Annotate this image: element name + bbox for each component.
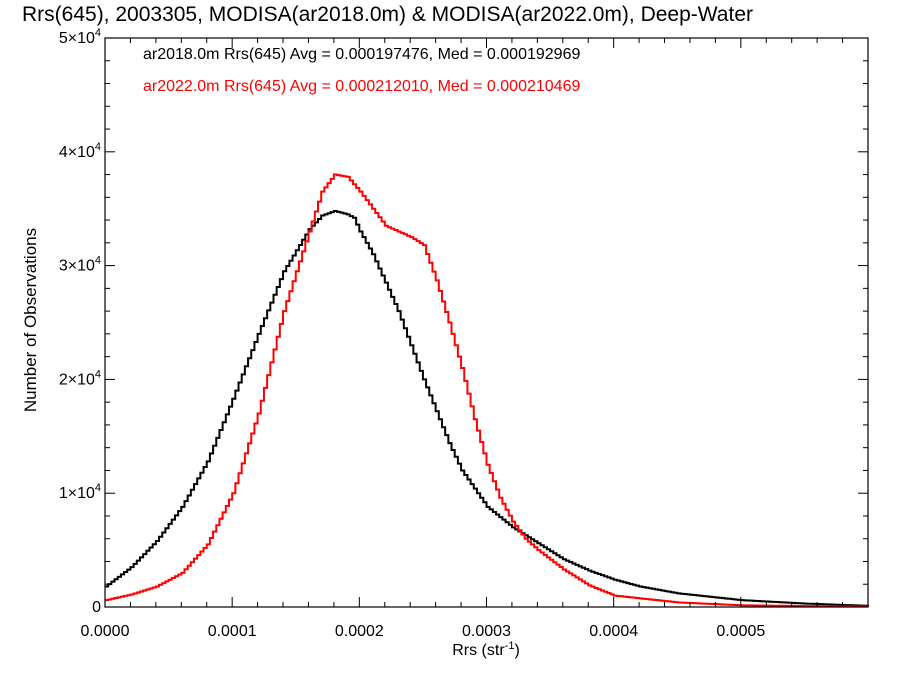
x-tick-label: 0.0005 — [716, 623, 765, 640]
tick-labels: 0.0000 0.0001 0.0002 0.0003 0.0004 0.0005 0 1×1… — [59, 27, 766, 640]
y-tick-label: 2×104 — [59, 368, 101, 388]
legend-entry-ar2018: ar2018.0m Rrs(645) Avg = 0.000197476, Me… — [143, 46, 580, 63]
axes — [104, 37, 869, 608]
x-tick-label: 0.0002 — [335, 623, 384, 640]
series-line-ar2018.0m — [105, 209, 869, 607]
legend-entry-ar2022: ar2022.0m Rrs(645) Avg = 0.000212010, Me… — [143, 78, 580, 95]
x-tick-label: 0.0004 — [589, 623, 638, 640]
y-tick-label: 5×104 — [59, 27, 101, 47]
x-tick-label: 0.0001 — [208, 623, 257, 640]
x-axis-label: Rrs (str-1) — [452, 640, 520, 659]
y-tick-label: 3×104 — [59, 255, 101, 275]
y-tick-label: 0 — [92, 599, 101, 616]
x-tick-label: 0.0003 — [462, 623, 511, 640]
x-axis-label-sup: -1 — [505, 640, 515, 652]
x-tick-label: 0.0000 — [81, 623, 130, 640]
chart-title: Rrs(645), 2003305, MODISA(ar2018.0m) & M… — [22, 3, 753, 26]
series-lines — [105, 173, 869, 608]
series-line-ar2022.0m — [105, 173, 869, 608]
y-tick-label: 4×104 — [59, 141, 101, 161]
y-axis-label: Number of Observations — [21, 228, 40, 412]
y-tick-label: 1×104 — [59, 482, 101, 502]
